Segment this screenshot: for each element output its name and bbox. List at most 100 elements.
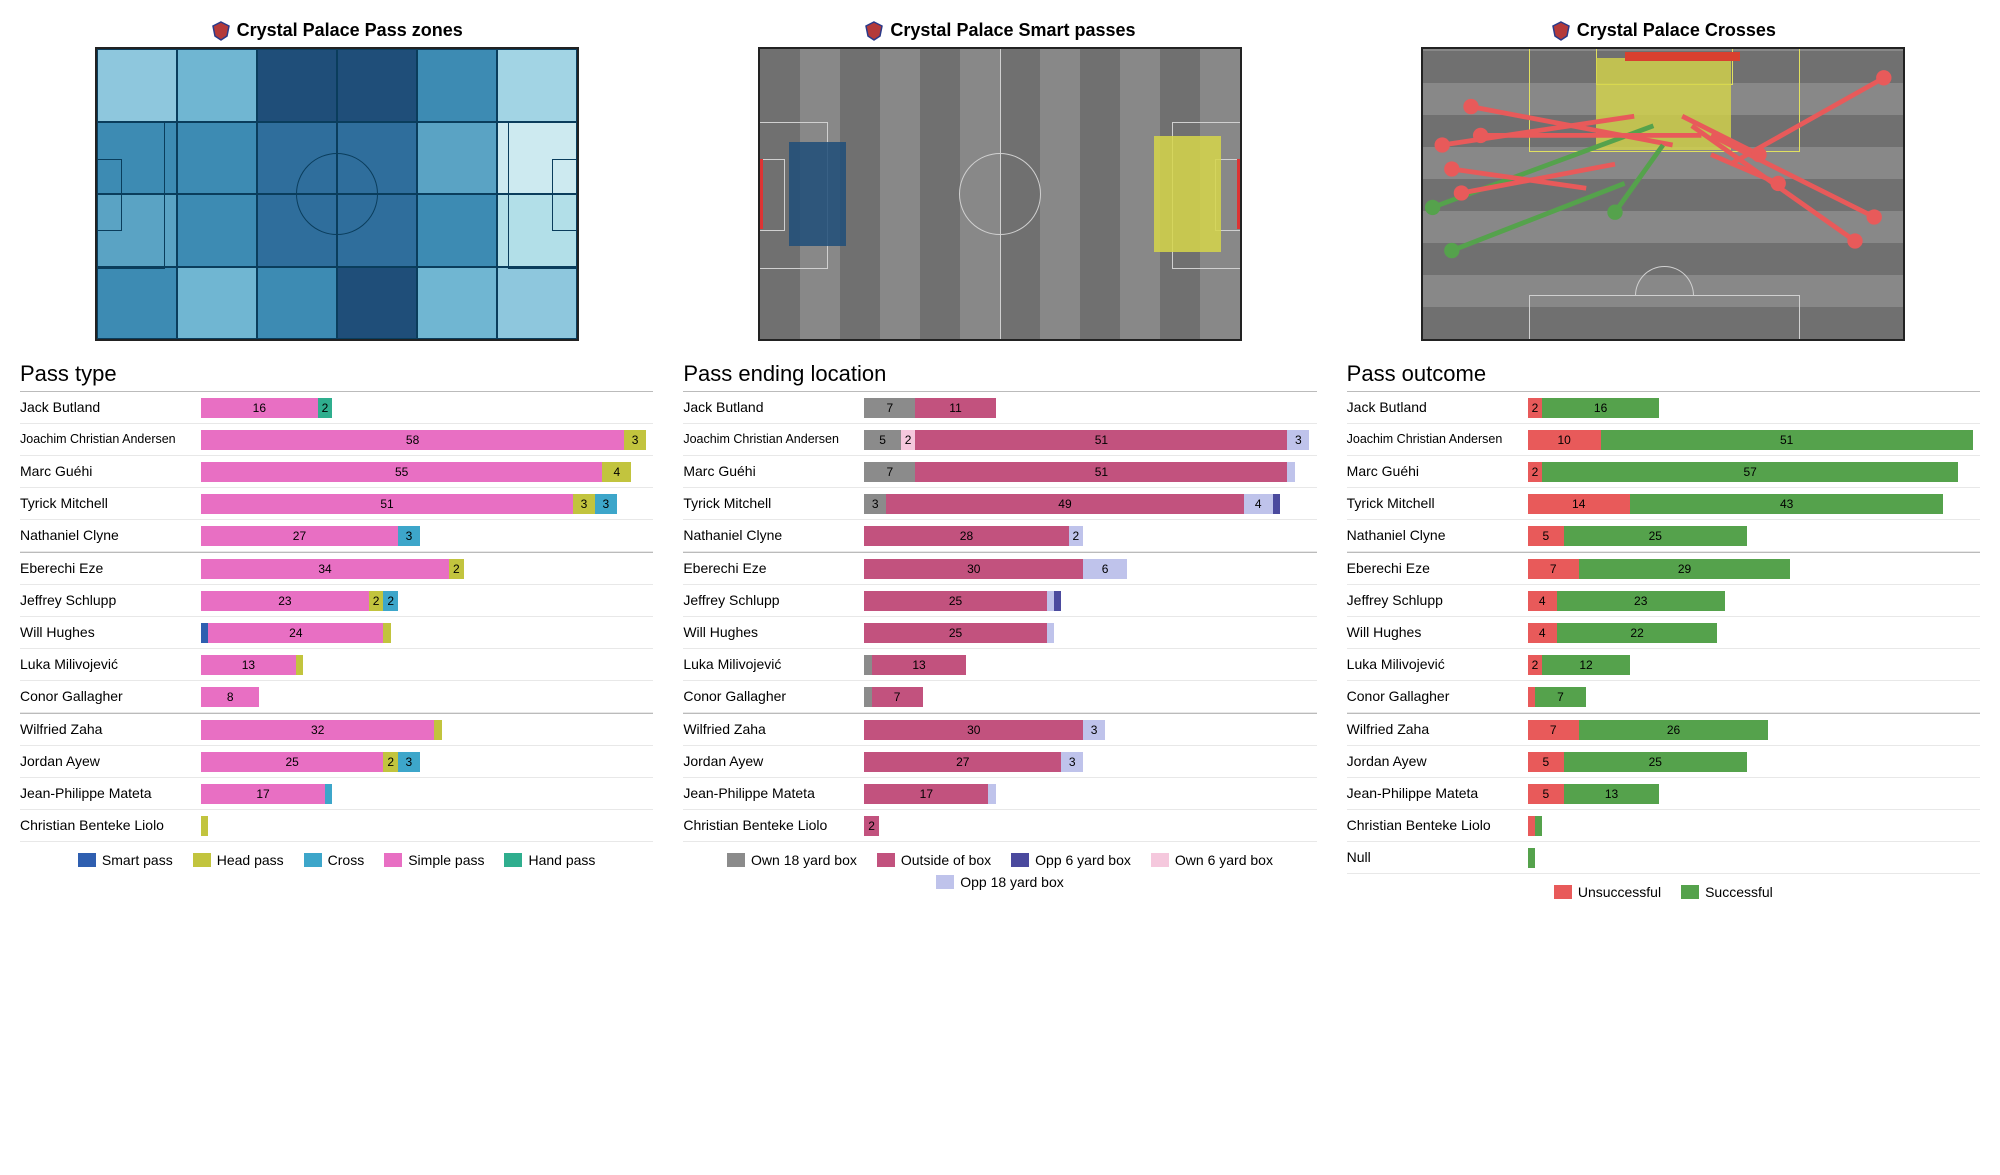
chart-row: Luka Milivojević212 bbox=[1347, 649, 1980, 681]
bar-segment bbox=[1054, 591, 1061, 611]
row-bar: 257 bbox=[1528, 462, 1980, 482]
bar-segment: 55 bbox=[201, 462, 602, 482]
legend-swatch bbox=[1681, 885, 1699, 899]
bar-segment: 3 bbox=[1083, 720, 1105, 740]
chart-row: Jordan Ayew2523 bbox=[20, 746, 653, 778]
pass-outcome-legend: UnsuccessfulSuccessful bbox=[1347, 884, 1980, 900]
bar-segment: 51 bbox=[915, 430, 1287, 450]
bar-segment: 27 bbox=[864, 752, 1061, 772]
row-bar: 32 bbox=[201, 720, 653, 740]
bar-segment: 22 bbox=[1557, 623, 1718, 643]
row-player-name: Wilfried Zaha bbox=[1347, 721, 1528, 737]
row-player-name: Joachim Christian Andersen bbox=[683, 432, 864, 446]
row-player-name: Marc Guéhi bbox=[20, 463, 201, 479]
bar-segment: 12 bbox=[1542, 655, 1630, 675]
row-bar: 273 bbox=[864, 752, 1316, 772]
row-player-name: Jean-Philippe Mateta bbox=[683, 785, 864, 801]
bar-segment: 2 bbox=[369, 591, 384, 611]
bar-segment: 4 bbox=[1528, 623, 1557, 643]
zone-cell bbox=[177, 122, 257, 195]
bar-segment: 7 bbox=[872, 687, 923, 707]
bar-segment: 3 bbox=[624, 430, 646, 450]
bar-segment: 14 bbox=[1528, 494, 1630, 514]
row-bar: 7 bbox=[1528, 687, 1980, 707]
row-player-name: Wilfried Zaha bbox=[683, 721, 864, 737]
bar-segment: 3 bbox=[595, 494, 617, 514]
chart-row: Christian Benteke Liolo bbox=[20, 810, 653, 842]
bar-segment bbox=[864, 655, 871, 675]
legend-label: Own 18 yard box bbox=[751, 852, 857, 868]
bar-segment: 34 bbox=[201, 559, 449, 579]
chart-row: Eberechi Eze306 bbox=[683, 552, 1316, 585]
chart-row: Eberechi Eze729 bbox=[1347, 552, 1980, 585]
bar-segment: 23 bbox=[201, 591, 369, 611]
chart-row: Jean-Philippe Mateta513 bbox=[1347, 778, 1980, 810]
bar-segment: 13 bbox=[872, 655, 967, 675]
legend-swatch bbox=[1554, 885, 1572, 899]
row-bar: 303 bbox=[864, 720, 1316, 740]
row-player-name: Christian Benteke Liolo bbox=[20, 817, 201, 833]
bar-segment: 25 bbox=[1564, 526, 1746, 546]
legend-item: Simple pass bbox=[384, 852, 484, 868]
bar-segment: 51 bbox=[201, 494, 573, 514]
legend-item: Outside of box bbox=[877, 852, 991, 868]
section-title-2: Pass ending location bbox=[683, 361, 1316, 387]
bar-segment: 26 bbox=[1579, 720, 1769, 740]
zone-cell bbox=[417, 267, 497, 340]
bar-segment bbox=[201, 623, 208, 643]
chart-row: Marc Guéhi554 bbox=[20, 456, 653, 488]
bar-segment: 51 bbox=[1601, 430, 1973, 450]
legend-swatch bbox=[1151, 853, 1169, 867]
pitch-title-1: Crystal Palace Pass zones bbox=[20, 20, 653, 41]
row-bar: 212 bbox=[1528, 655, 1980, 675]
bar-segment: 43 bbox=[1630, 494, 1944, 514]
row-player-name: Christian Benteke Liolo bbox=[683, 817, 864, 833]
row-player-name: Conor Gallagher bbox=[1347, 688, 1528, 704]
bar-segment: 7 bbox=[1528, 559, 1579, 579]
legend-swatch bbox=[1011, 853, 1029, 867]
legend-swatch bbox=[936, 875, 954, 889]
chart-row: Luka Milivojević13 bbox=[683, 649, 1316, 681]
bar-segment: 3 bbox=[573, 494, 595, 514]
bar-segment: 28 bbox=[864, 526, 1068, 546]
row-player-name: Eberechi Eze bbox=[20, 560, 201, 576]
column-smart-passes: Crystal Palace Smart passes Pass ending … bbox=[683, 20, 1316, 900]
zone-cell bbox=[97, 122, 177, 195]
chart-row: Joachim Christian Andersen1051 bbox=[1347, 424, 1980, 456]
row-player-name: Jean-Philippe Mateta bbox=[20, 785, 201, 801]
bar-segment: 5 bbox=[1528, 752, 1564, 772]
chart-row: Eberechi Eze342 bbox=[20, 552, 653, 585]
row-bar: 726 bbox=[1528, 720, 1980, 740]
bar-segment: 30 bbox=[864, 720, 1083, 740]
bar-segment bbox=[1535, 816, 1542, 836]
bar-segment: 2 bbox=[1528, 398, 1543, 418]
row-bar: 2322 bbox=[201, 591, 653, 611]
zone-cell bbox=[337, 267, 417, 340]
row-player-name: Conor Gallagher bbox=[683, 688, 864, 704]
row-player-name: Will Hughes bbox=[20, 624, 201, 640]
bar-segment: 25 bbox=[1564, 752, 1746, 772]
zone-cell bbox=[337, 194, 417, 267]
chart-row: Tyrick Mitchell5133 bbox=[20, 488, 653, 520]
bar-segment: 10 bbox=[1528, 430, 1601, 450]
row-player-name: Conor Gallagher bbox=[20, 688, 201, 704]
row-player-name: Christian Benteke Liolo bbox=[1347, 817, 1528, 833]
pitch-title-3-text: Crystal Palace Crosses bbox=[1577, 20, 1776, 41]
chart-row: Jack Butland711 bbox=[683, 392, 1316, 424]
row-bar: 17 bbox=[201, 784, 653, 804]
row-bar: 751 bbox=[864, 462, 1316, 482]
row-player-name: Nathaniel Clyne bbox=[683, 527, 864, 543]
bar-segment bbox=[864, 687, 871, 707]
legend-swatch bbox=[304, 853, 322, 867]
zone-cell bbox=[257, 122, 337, 195]
section-title-3: Pass outcome bbox=[1347, 361, 1980, 387]
legend-swatch bbox=[384, 853, 402, 867]
bar-segment: 49 bbox=[886, 494, 1243, 514]
bar-segment: 29 bbox=[1579, 559, 1791, 579]
chart-row: Jeffrey Schlupp423 bbox=[1347, 585, 1980, 617]
legend-swatch bbox=[193, 853, 211, 867]
bar-segment: 24 bbox=[208, 623, 383, 643]
zone-cell bbox=[257, 194, 337, 267]
bar-segment: 7 bbox=[864, 398, 915, 418]
chart-row: Wilfried Zaha32 bbox=[20, 713, 653, 746]
